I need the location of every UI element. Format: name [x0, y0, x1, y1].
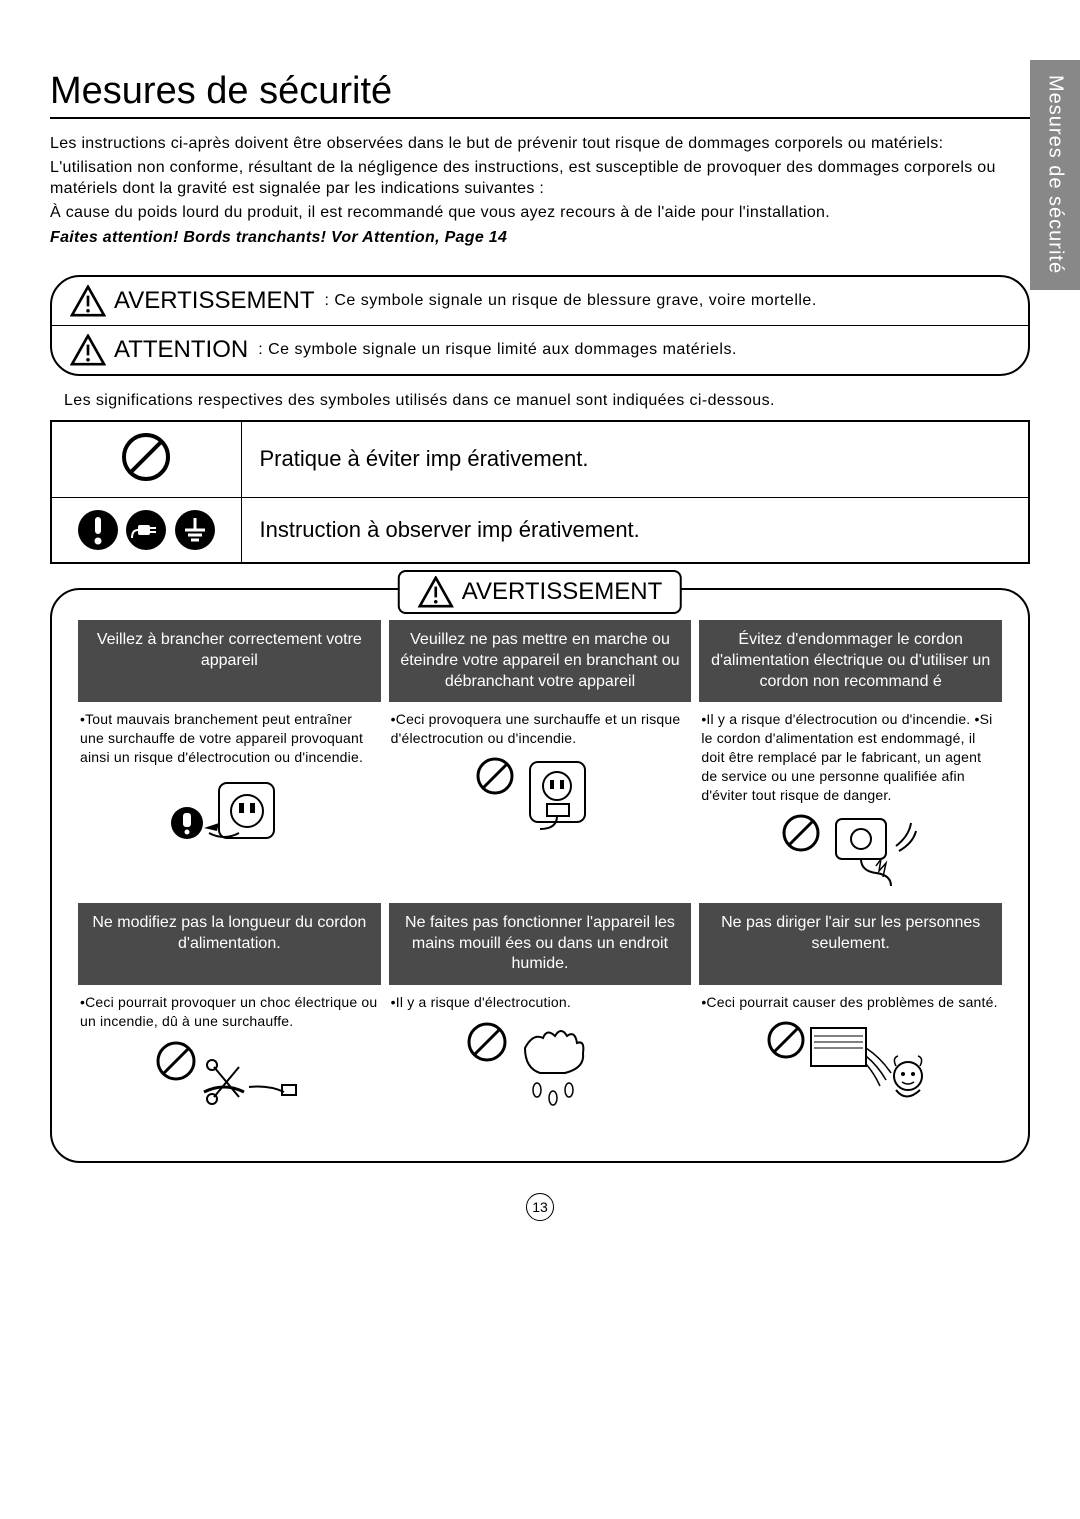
table-row: Pratique à éviter imp érativement. — [51, 421, 1029, 498]
warning-triangle-icon — [418, 576, 454, 608]
intro-p2: L'utilisation non conforme, résultant de… — [50, 157, 1030, 200]
warn-heading: Ne faites pas fonctionner l'appareil les… — [389, 903, 692, 985]
warn-text: •Ceci provoquera une surchauffe et un ri… — [391, 711, 681, 746]
plug-outlet-illustration — [169, 773, 289, 843]
box-title: AVERTISSEMENT — [398, 570, 682, 614]
warning-box: AVERTISSEMENT Veillez à brancher correct… — [50, 588, 1030, 1163]
warn-body: •Il y a risque d'électrocution ou d'ince… — [695, 702, 1006, 902]
warn-body: •Ceci provoquera une surchauffe et un ri… — [385, 702, 696, 902]
warn-text: •Il y a risque d'électrocution. — [391, 994, 571, 1010]
warn-heading: Veillez à brancher correctement votre ap… — [78, 620, 381, 702]
legend-attention-title: ATTENTION — [114, 336, 248, 364]
warn-body: •Ceci pourrait causer des problèmes de s… — [695, 985, 1006, 1139]
prohibit-desc: Pratique à éviter imp érativement. — [241, 421, 1029, 498]
box-title-text: AVERTISSEMENT — [462, 578, 662, 606]
cut-cord-illustration — [154, 1037, 304, 1127]
exclaim-circle-icon — [76, 508, 120, 552]
icon-meaning-table: Pratique à éviter imp érativement. — [50, 420, 1030, 564]
legend-attention-desc: : Ce symbole signale un risque limité au… — [258, 341, 737, 359]
damaged-cord-illustration — [781, 811, 921, 891]
warn-body: •Il y a risque d'électrocution. — [385, 985, 696, 1139]
ground-circle-icon — [173, 508, 217, 552]
prohibit-icon-cell — [51, 421, 241, 498]
side-tab-label: Mesures de sécurité — [1044, 75, 1067, 274]
warn-heading: Évitez d'endommager le cordon d'alimenta… — [699, 620, 1002, 702]
page-title: Mesures de sécurité — [50, 70, 1030, 113]
intro-p1: Les instructions ci-après doivent être o… — [50, 133, 1030, 155]
mandatory-desc: Instruction à observer imp érativement. — [241, 497, 1029, 563]
warn-heading: Ne pas diriger l'air sur les personnes s… — [699, 903, 1002, 985]
warn-heading: Veuillez ne pas mettre en marche ou étei… — [389, 620, 692, 702]
intro-block: Les instructions ci-après doivent être o… — [50, 133, 1030, 249]
warn-text: •Il y a risque d'électrocution ou d'ince… — [701, 711, 992, 803]
warn-text: •Ceci pourrait provoquer un choc électri… — [80, 994, 377, 1029]
airflow-person-illustration — [766, 1018, 936, 1118]
warn-body: •Ceci pourrait provoquer un choc électri… — [74, 985, 385, 1139]
warn-body: •Tout mauvais branchement peut entraîner… — [74, 702, 385, 902]
warn-text: •Ceci pourrait causer des problèmes de s… — [701, 994, 997, 1010]
legend-warning-desc: : Ce symbole signale un risque de blessu… — [324, 292, 816, 310]
attention-triangle-icon — [70, 334, 106, 366]
title-rule — [50, 117, 1030, 119]
wet-hand-illustration — [465, 1018, 615, 1118]
legend-row-warning: AVERTISSEMENT : Ce symbole signale un ri… — [52, 277, 1028, 325]
unplug-illustration — [475, 754, 605, 834]
mandatory-icons-cell — [51, 497, 241, 563]
warning-triangle-icon — [70, 285, 106, 317]
legend-row-attention: ATTENTION : Ce symbole signale un risque… — [52, 325, 1028, 374]
signification-line: Les significations respectives des symbo… — [64, 392, 1030, 410]
warning-grid: Veillez à brancher correctement votre ap… — [74, 620, 1006, 1139]
side-tab: Mesures de sécurité — [1030, 60, 1080, 290]
plug-circle-icon — [124, 508, 168, 552]
legend-warning-title: AVERTISSEMENT — [114, 287, 314, 315]
warn-heading: Ne modifiez pas la longueur du cordon d'… — [78, 903, 381, 985]
prohibit-icon — [121, 432, 171, 482]
intro-p3: À cause du poids lourd du produit, il es… — [50, 202, 1030, 224]
warn-text: •Tout mauvais branchement peut entraîner… — [80, 711, 363, 765]
intro-p4: Faites attention! Bords tranchants! Vor … — [50, 227, 1030, 249]
page-number-value: 13 — [526, 1193, 554, 1221]
table-row: Instruction à observer imp érativement. — [51, 497, 1029, 563]
symbol-legend: AVERTISSEMENT : Ce symbole signale un ri… — [50, 275, 1030, 376]
page-number: 13 — [50, 1193, 1030, 1221]
